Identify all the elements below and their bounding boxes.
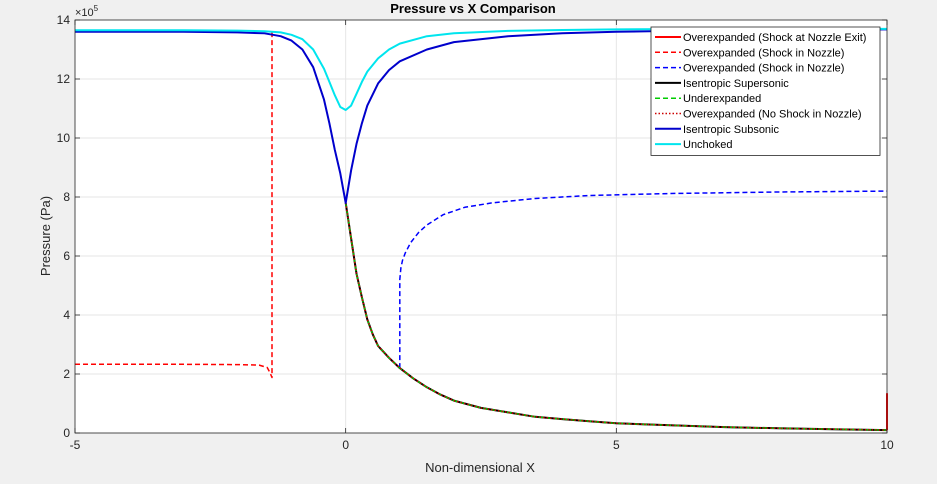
series-line-3 bbox=[399, 190, 888, 369]
x-tick-label: -5 bbox=[70, 438, 81, 452]
y-tick-label: 14 bbox=[57, 13, 71, 27]
chart-title: Pressure vs X Comparison bbox=[390, 1, 556, 16]
y-exponent-base: ×10 bbox=[75, 7, 94, 19]
legend-entry: Overexpanded (No Shock in Nozzle) bbox=[683, 109, 862, 121]
y-exponent-label: ×105 bbox=[75, 4, 99, 19]
y-tick-label: 0 bbox=[63, 426, 70, 440]
legend-entry: Overexpanded (Shock in Nozzle) bbox=[683, 63, 844, 75]
legend-box bbox=[650, 26, 881, 156]
y-tick-label: 8 bbox=[63, 190, 70, 204]
y-exponent-power: 5 bbox=[94, 4, 99, 13]
series-line-5 bbox=[344, 202, 888, 431]
x-axis-label: Non-dimensional X bbox=[425, 460, 535, 475]
y-tick-label: 4 bbox=[63, 308, 70, 322]
y-tick-label: 2 bbox=[63, 367, 70, 381]
legend: Overexpanded (Shock at Nozzle Exit) Overe… bbox=[650, 26, 881, 156]
y-tick-label: 6 bbox=[63, 249, 70, 263]
series-line-8 bbox=[75, 27, 887, 111]
series-line-6 bbox=[344, 202, 888, 431]
y-tick-label: 10 bbox=[57, 131, 71, 145]
y-axis-label: Pressure (Pa) bbox=[38, 196, 53, 276]
series-line-7 bbox=[75, 28, 888, 204]
legend-entry: Unchoked bbox=[683, 139, 733, 151]
plot-frame bbox=[74, 19, 888, 434]
legend-entry: Underexpanded bbox=[683, 93, 761, 105]
series-line-2 bbox=[75, 31, 273, 379]
legend-entry: Overexpanded (Shock in Nozzle) bbox=[683, 47, 844, 59]
legend-entry: Isentropic Supersonic bbox=[683, 78, 789, 90]
x-tick-label: 5 bbox=[613, 438, 620, 452]
legend-entry: Overexpanded (Shock at Nozzle Exit) bbox=[683, 32, 866, 44]
x-tick-label: 10 bbox=[880, 438, 894, 452]
legend-entry: Isentropic Subsonic bbox=[683, 124, 779, 136]
y-tick-label: 12 bbox=[57, 72, 71, 86]
x-tick-label: 0 bbox=[342, 438, 349, 452]
series-group bbox=[75, 27, 888, 432]
